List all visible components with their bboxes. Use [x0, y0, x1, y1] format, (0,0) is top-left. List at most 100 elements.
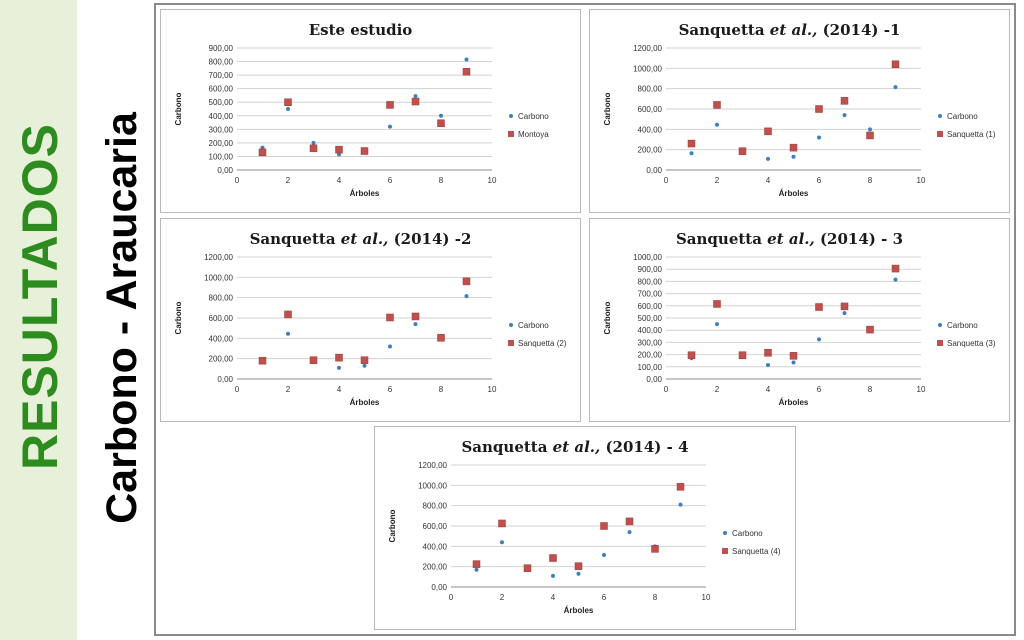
y-tick-label: 600,00	[209, 85, 234, 94]
point-comparison	[498, 519, 506, 528]
point-comparison	[840, 302, 849, 311]
point-comparison	[360, 356, 369, 364]
x-tick-label: 6	[817, 385, 822, 394]
legend-marker-comparison	[937, 131, 943, 137]
point-comparison	[815, 105, 823, 113]
y-tick-label: 800,00	[638, 277, 663, 286]
y-tick-label: 800,00	[638, 85, 663, 94]
point-comparison	[411, 312, 420, 321]
point-comparison	[676, 483, 685, 491]
x-tick-label: 0	[235, 176, 240, 185]
point-carbono	[413, 94, 418, 99]
chart-title-italic: et al.,	[553, 438, 601, 456]
point-comparison	[284, 98, 292, 106]
x-axis-label: Árboles	[564, 606, 594, 615]
point-comparison	[437, 334, 445, 342]
x-axis-label: Árboles	[350, 398, 380, 407]
point-carbono	[791, 360, 796, 365]
point-carbono	[362, 363, 367, 368]
legend-marker-carbono	[509, 323, 513, 327]
point-carbono	[337, 365, 341, 370]
point-carbono	[576, 571, 581, 576]
point-comparison	[891, 264, 900, 273]
x-tick-label: 6	[817, 176, 822, 185]
y-tick-label: 200,00	[638, 351, 663, 360]
chart-title-italic: et al.,	[767, 230, 815, 248]
point-carbono	[464, 57, 469, 62]
y-tick-label: 1200,00	[418, 461, 447, 470]
point-comparison	[472, 560, 481, 568]
y-tick-label: 400,00	[638, 326, 663, 335]
y-tick-label: 300,00	[638, 338, 663, 347]
point-carbono	[388, 344, 392, 349]
y-tick-label: 800,00	[423, 502, 448, 511]
point-comparison	[789, 352, 798, 360]
point-carbono	[500, 540, 504, 545]
x-tick-label: 8	[868, 385, 873, 394]
chart-title-italic: et al.,	[770, 21, 818, 39]
x-tick-label: 6	[602, 593, 607, 602]
y-tick-label: 1200,00	[633, 44, 662, 53]
y-tick-label: 500,00	[638, 314, 663, 323]
x-tick-label: 4	[766, 385, 771, 394]
x-tick-label: 2	[286, 176, 291, 185]
y-tick-label: 600,00	[638, 105, 663, 114]
chart-title-main: Este estudio	[309, 21, 413, 39]
chart-title: Este estudio	[309, 21, 413, 39]
y-tick-label: 400,00	[638, 125, 663, 134]
point-comparison	[891, 60, 900, 69]
y-tick-label: 700,00	[209, 71, 234, 80]
point-comparison	[687, 351, 696, 359]
point-carbono	[893, 277, 898, 282]
point-comparison	[258, 356, 267, 365]
point-comparison	[386, 313, 394, 322]
x-tick-label: 10	[488, 385, 497, 394]
point-carbono	[766, 362, 770, 367]
point-carbono	[474, 567, 479, 572]
point-carbono	[689, 151, 694, 156]
point-carbono	[627, 530, 632, 535]
legend-marker-carbono	[938, 114, 942, 118]
point-comparison	[713, 300, 721, 308]
legend-label: Carbono	[518, 321, 549, 330]
y-tick-label: 1000,00	[633, 253, 662, 262]
chart-title: Sanquetta et al., (2014) -1	[679, 21, 901, 39]
chart-title: Sanquetta et al., (2014) -2	[250, 230, 472, 248]
y-tick-label: 1200,00	[204, 253, 233, 262]
point-carbono	[766, 156, 770, 161]
point-comparison	[687, 139, 696, 148]
chart-svg: Este estudio 0,00 100,00 200,00 300,00 400,00…	[174, 21, 549, 198]
y-tick-label: 0,00	[646, 166, 662, 175]
point-comparison	[462, 277, 471, 286]
chart-title-main: Sanquetta	[676, 230, 767, 248]
y-tick-label: 200,00	[209, 139, 234, 148]
y-tick-label: 500,00	[209, 98, 234, 107]
point-carbono	[893, 85, 898, 90]
point-comparison	[258, 148, 267, 157]
y-axis-label: Carbono	[603, 92, 612, 125]
y-tick-label: 0,00	[431, 583, 447, 592]
x-tick-label: 4	[337, 176, 342, 185]
legend-marker-comparison	[937, 340, 943, 346]
point-carbono	[715, 122, 719, 127]
legend-label: Sanquetta (2)	[518, 339, 567, 348]
point-carbono	[286, 331, 290, 336]
point-comparison	[462, 67, 471, 76]
y-tick-label: 0,00	[217, 375, 233, 384]
chart-title: Sanquetta et al., (2014) - 3	[676, 230, 903, 248]
point-comparison	[713, 101, 721, 109]
x-tick-label: 6	[388, 385, 393, 394]
chart-svg: Sanquetta et al., (2014) - 30,00100,0020…	[603, 230, 996, 407]
chart-title-main: Sanquetta	[250, 230, 341, 248]
x-tick-label: 4	[551, 593, 556, 602]
point-carbono	[311, 140, 316, 145]
x-tick-label: 0	[449, 593, 454, 602]
chart-panel-5: Sanquetta et al., (2014) - 4 0,00 200,00 40…	[374, 426, 796, 630]
point-carbono	[678, 502, 683, 507]
x-tick-label: 6	[388, 176, 393, 185]
chart-panel-2: Sanquetta et al., (2014) -1 0,00 200,00 400…	[589, 9, 1010, 213]
x-tick-label: 10	[917, 385, 926, 394]
y-axis-label: Carbono	[603, 301, 612, 334]
legend-label: Carbono	[947, 112, 978, 121]
chart-title-main: Sanquetta	[679, 21, 770, 39]
